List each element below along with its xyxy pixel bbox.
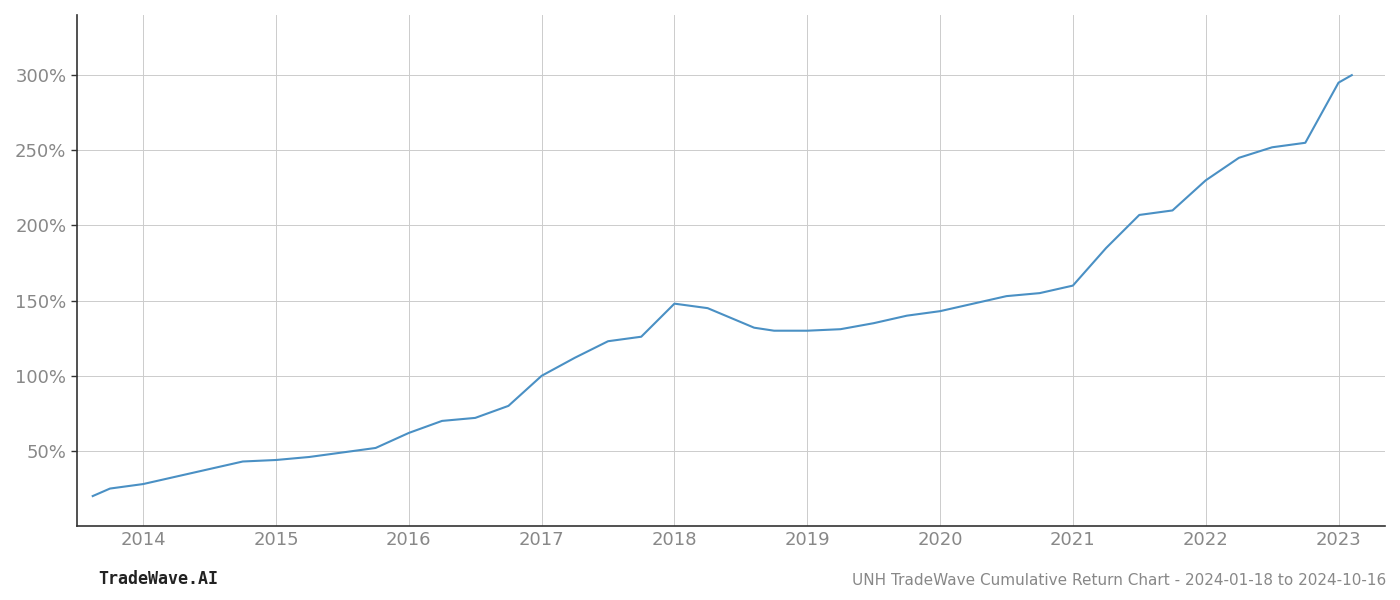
Text: UNH TradeWave Cumulative Return Chart - 2024-01-18 to 2024-10-16: UNH TradeWave Cumulative Return Chart - … <box>851 573 1386 588</box>
Text: TradeWave.AI: TradeWave.AI <box>98 570 218 588</box>
